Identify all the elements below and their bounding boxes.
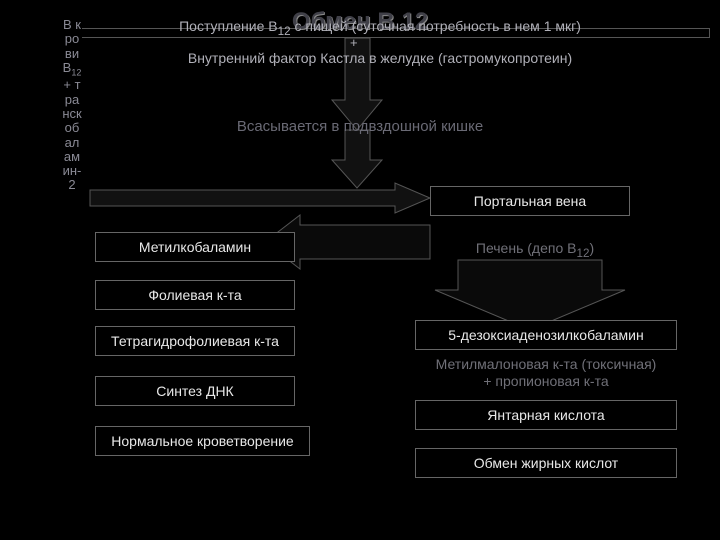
- intake-sub: 12: [278, 25, 291, 38]
- liver-sub: 12: [576, 247, 589, 260]
- methylmalonic-line1: Метилмалоновая к-та (токсичная): [415, 356, 677, 373]
- box-succinic: Янтарная кислота: [415, 400, 677, 430]
- absorb-line: Всасывается в подвздошной кишке: [150, 118, 570, 135]
- plus-sign: +: [350, 35, 358, 50]
- methylmalonic-label: Метилмалоновая к-та (токсичная) + пропио…: [415, 356, 677, 390]
- intake-line: Поступление В12 с пищей (суточная потреб…: [100, 18, 660, 38]
- intake-post: с пищей (суточная потребность в нем 1 мк…: [291, 18, 581, 34]
- liver-pre: Печень (депо В: [476, 240, 577, 256]
- box-folic: Фолиевая к-та: [95, 280, 295, 310]
- box-hematopoiesis: Нормальное кроветворение: [95, 426, 310, 456]
- box-portal-vein: Портальная вена: [430, 186, 630, 216]
- methylmalonic-line2: + пропионовая к-та: [415, 373, 677, 390]
- liver-label: Печень (депо В12): [430, 240, 640, 260]
- box-tetrahydrofolic: Тетрагидрофолиевая к-та: [95, 326, 295, 356]
- box-deoxyadenosyl: 5-дезоксиаденозилкобаламин: [415, 320, 677, 350]
- box-fatty-acid: Обмен жирных кислот: [415, 448, 677, 478]
- side-sub: 12: [71, 67, 81, 77]
- side-post: + транскобаламин-2: [62, 77, 81, 192]
- box-dna-synthesis: Синтез ДНК: [95, 376, 295, 406]
- liver-post: ): [589, 240, 594, 256]
- side-column: В крови В12 + транскобаламин-2: [62, 18, 82, 193]
- castle-line: Внутренний фактор Кастла в желудке (гаст…: [100, 50, 660, 66]
- box-methylcobalamin: Метилкобаламин: [95, 232, 295, 262]
- intake-pre: Поступление В: [179, 18, 278, 34]
